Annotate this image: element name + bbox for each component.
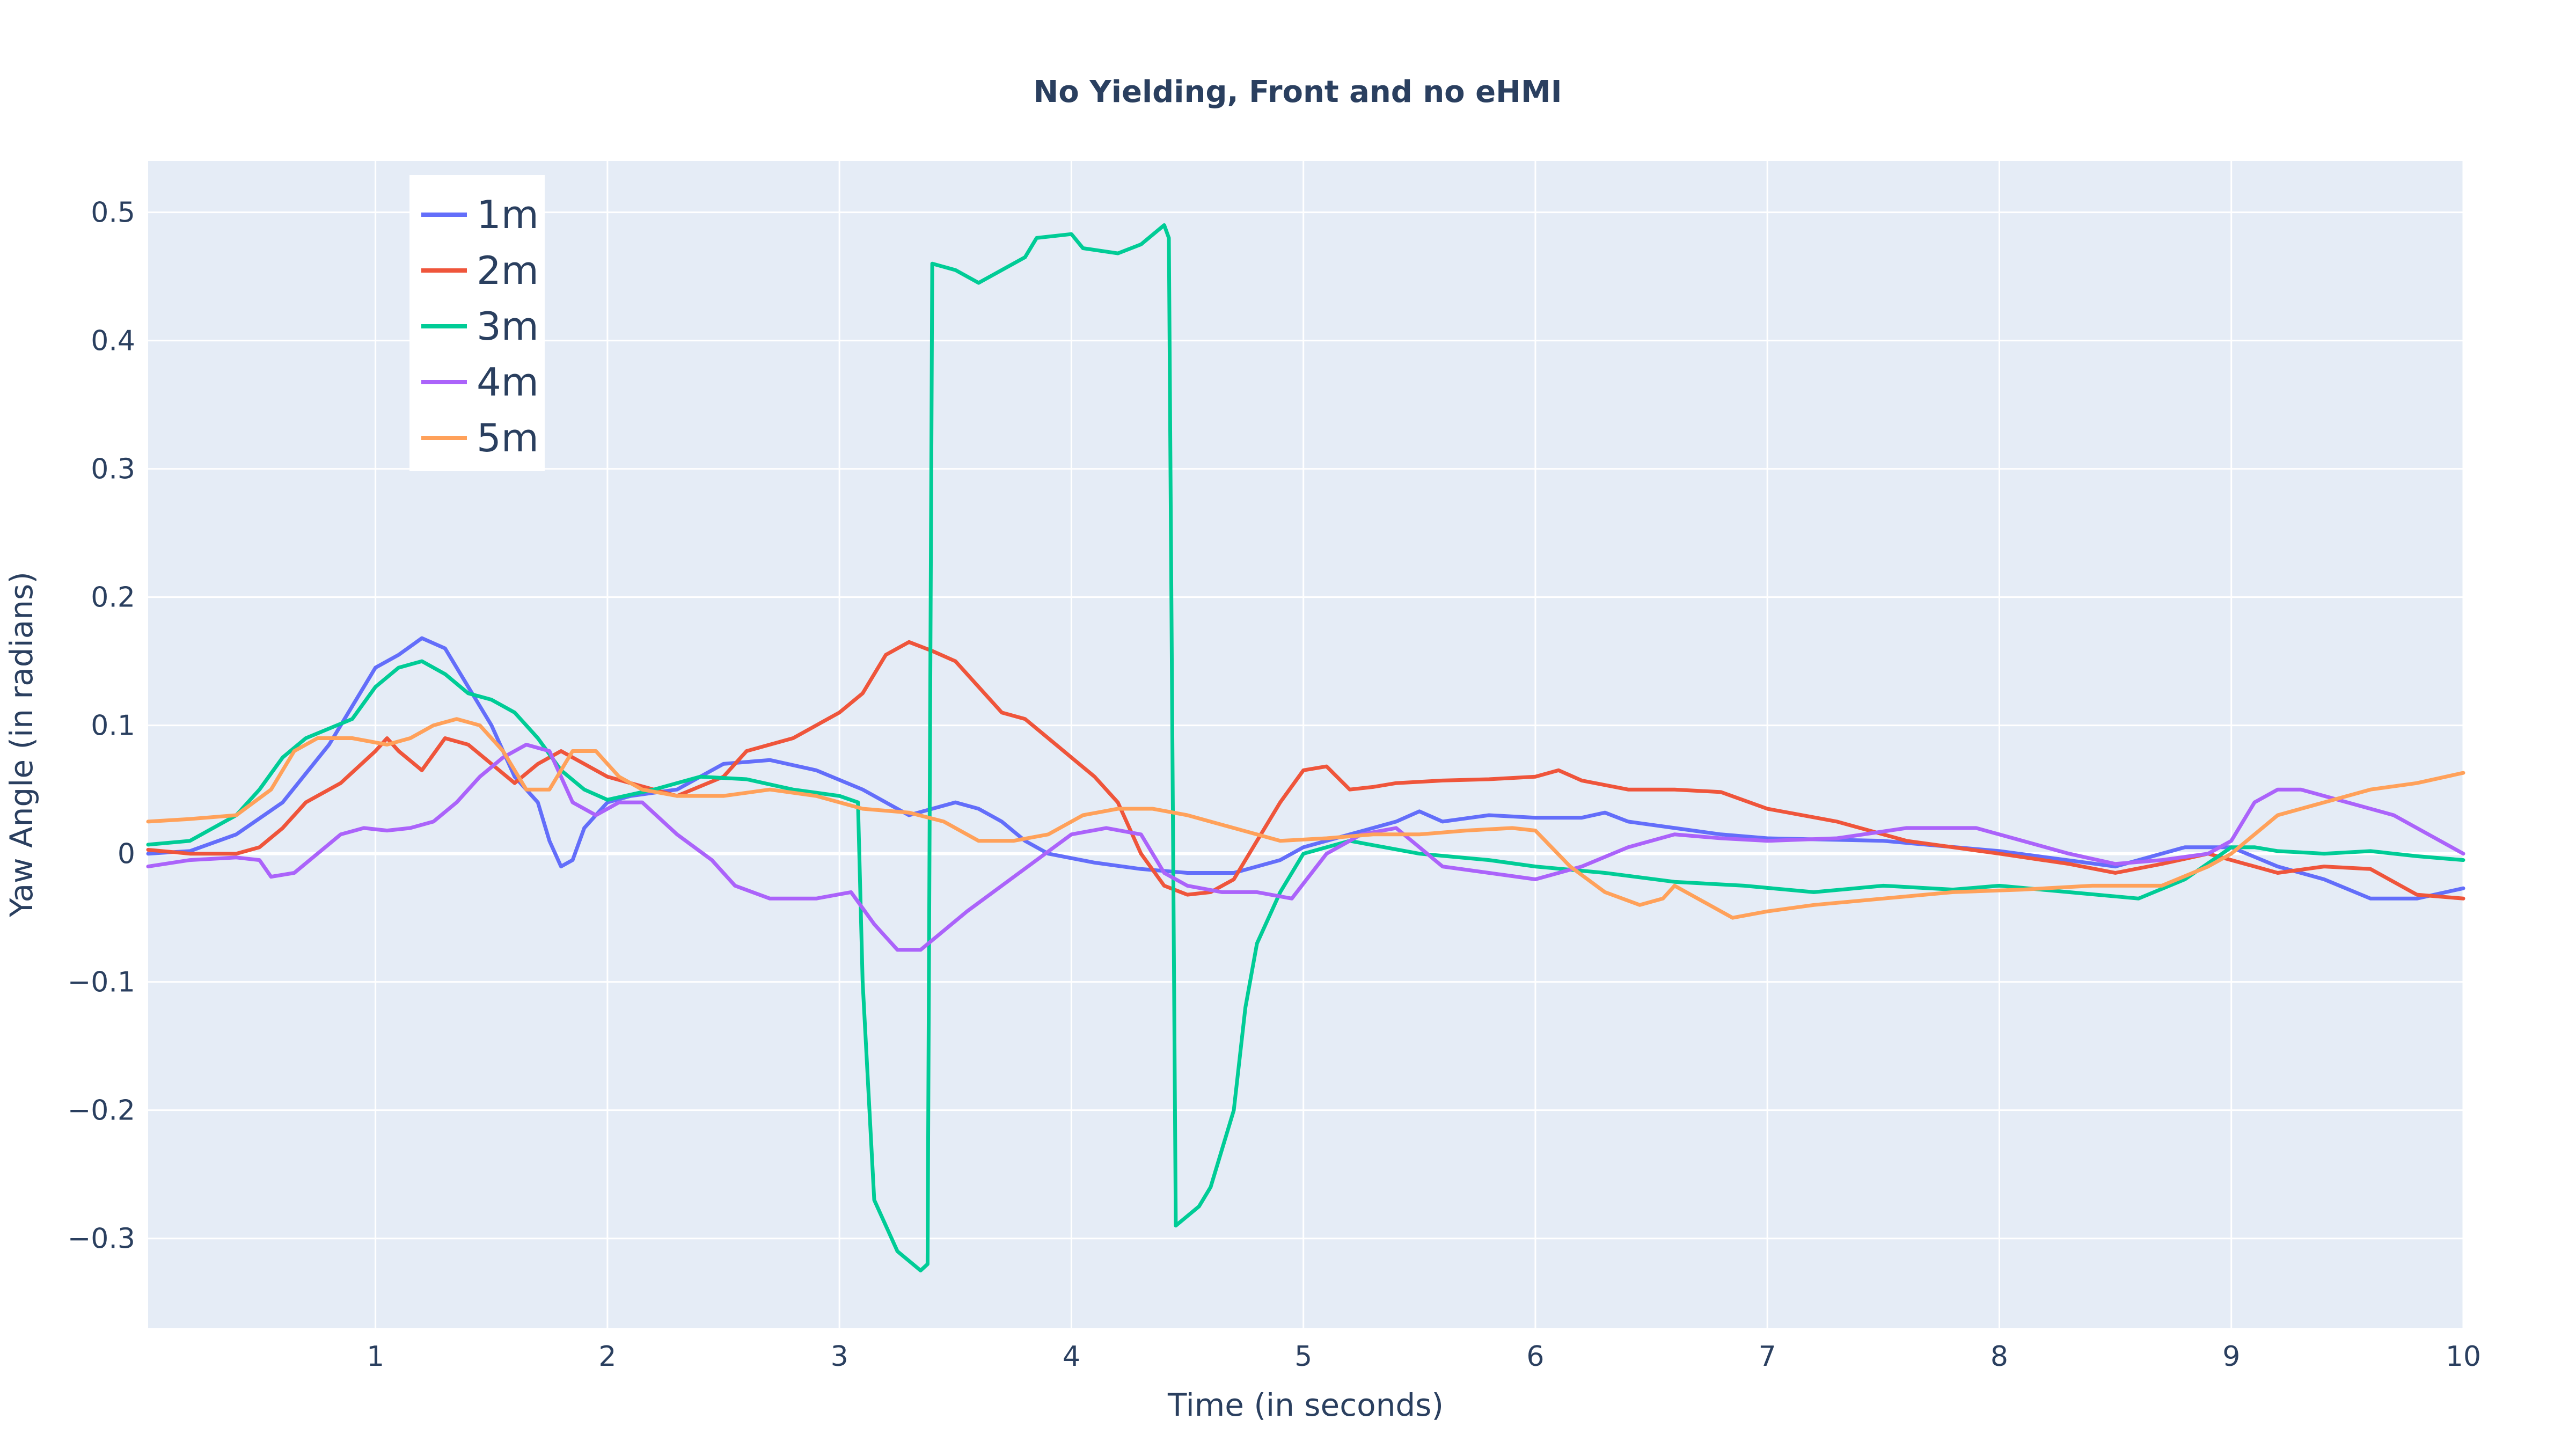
legend-box [409,175,545,471]
y-tick-label: 0.5 [91,197,135,229]
series-line-2m [146,640,2465,901]
y-tick-label: 0.1 [91,710,135,742]
y-tick-label: 0.2 [91,582,135,614]
x-tick-label: 10 [2446,1341,2481,1373]
x-tick-label: 9 [2222,1341,2240,1373]
y-axis-title: Yaw Angle (in radians) [3,572,40,918]
y-tick-label: −0.2 [68,1095,135,1127]
legend-label-5m: 5m [477,415,539,460]
y-tick-label: 0 [118,838,135,870]
x-axis-title: Time (in seconds) [1167,1387,1444,1423]
x-tick-labels: 1 2 3 4 5 6 7 8 9 10 [367,1341,2481,1373]
legend-label-1m: 1m [477,192,539,237]
chart-title: No Yielding, Front and no eHMI [1033,75,1562,109]
legend: 1m 2m 3m 4m 5m [409,175,545,471]
x-tick-label: 8 [1990,1341,2008,1373]
x-tick-label: 5 [1294,1341,1312,1373]
legend-label-2m: 2m [477,248,539,293]
x-tick-label: 1 [367,1341,384,1373]
x-tick-label: 2 [598,1341,616,1373]
x-tick-label: 4 [1063,1341,1080,1373]
x-gridlines [375,161,2464,1328]
legend-label-4m: 4m [477,360,539,405]
y-tick-label: −0.3 [68,1223,135,1255]
series-lines [146,223,2465,1272]
y-tick-label: 0.3 [91,453,135,486]
x-tick-label: 6 [1526,1341,1544,1373]
legend-label-3m: 3m [477,304,539,349]
x-tick-label: 3 [831,1341,848,1373]
y-tick-label: 0.4 [91,325,135,357]
y-tick-labels: −0.3 −0.2 −0.1 0 0.1 0.2 0.3 0.4 0.5 [68,197,135,1255]
series-line-3m [146,223,2465,1272]
series-line-4m [146,743,2465,952]
x-tick-label: 7 [1759,1341,1776,1373]
series-line-5m [146,717,2465,920]
y-tick-label: −0.1 [68,967,135,999]
